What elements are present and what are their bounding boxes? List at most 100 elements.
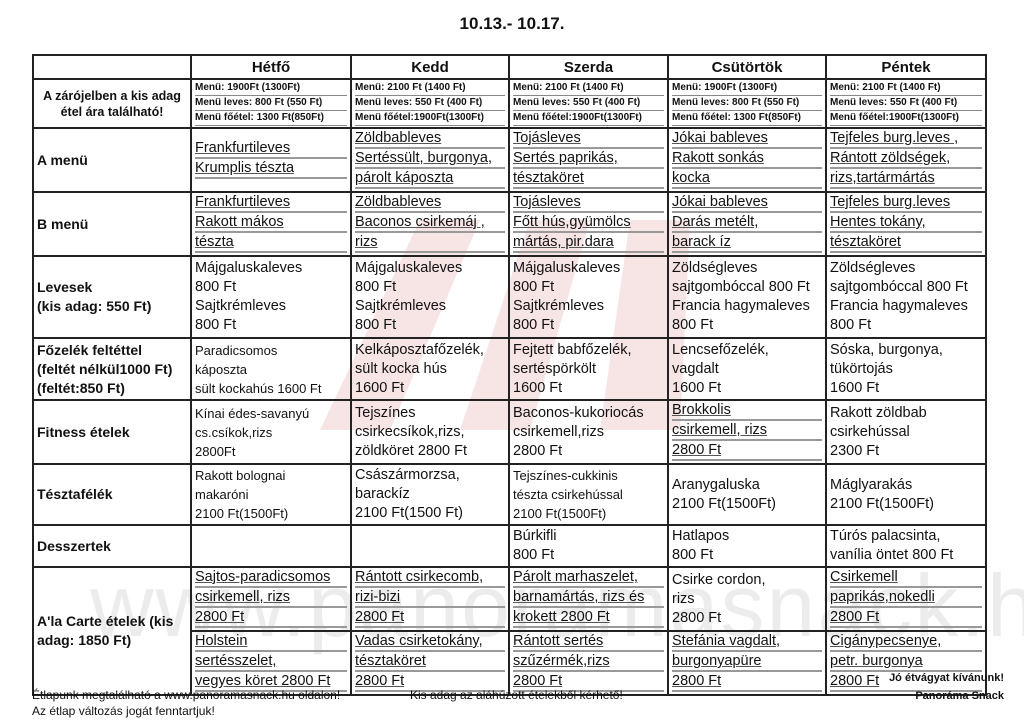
row-label: Tésztafélék: [32, 463, 192, 526]
menu-cell: Holstein sertésszelet, vegyes köret 2800 F…: [190, 630, 352, 696]
menu-cell: Tejszínes csirkecsíkok,rizs, zöldköret 280…: [350, 399, 510, 465]
menu-cell: Túrós palacsinta, vanília öntet 800 Ft: [825, 524, 987, 568]
text-line: 800 Ft: [672, 317, 714, 333]
menu-cell: Kelkáposztafőzelék, sült kocka hús 1600 Ft: [350, 337, 510, 401]
text-line: 800 Ft: [195, 317, 237, 333]
text-line: sertéspörkölt: [513, 360, 597, 377]
price-info-cell: Menü: 1900Ft (1300Ft) Menü leves: 800 Ft …: [667, 78, 827, 129]
text-line: Menü: 2100 Ft (1400 Ft): [513, 81, 664, 96]
page-title: 10.13.- 10.17.: [459, 14, 565, 33]
text-line: Menü leves: 800 Ft (550 Ft): [672, 96, 822, 111]
text-line: Desszertek: [37, 537, 111, 554]
text-line: Tejfeles burg.leves: [830, 194, 982, 213]
text-line: Rántott sertés: [513, 633, 664, 652]
alacarte-row: A'la Carte ételek (kis adag: 1850 Ft) Sajt…: [32, 566, 987, 696]
brand-name: Panoráma Snack: [915, 690, 1004, 702]
text-line: Menü főétel:1900Ft(1300Ft): [830, 111, 982, 126]
text-line: Főtt hús,gyümölcs: [513, 214, 664, 233]
menu-cell: Búrkifli 800 Ft: [508, 524, 669, 568]
price-info-row: A zárójelben a kis adag étel ára találhat…: [32, 78, 987, 129]
text-line: 2800 Ft: [830, 609, 982, 628]
text-line: Sajtkrémleves: [195, 298, 287, 314]
menu-cell: Jókai bableves Darás metélt, barack íz: [667, 191, 827, 257]
text-line: Vadas csirketokány,: [355, 633, 505, 652]
price-info-label: A zárójelben a kis adag étel ára találhat…: [32, 78, 192, 129]
text-line: sült kockahús 1600 Ft: [195, 380, 322, 396]
text-line: krokett 2800 Ft: [513, 609, 664, 628]
text-line: tésztaköret: [355, 653, 505, 672]
text-line: Paradicsomos: [195, 342, 278, 358]
text-line: Zöldbableves: [355, 130, 505, 149]
menu-row: Fitness ételek Kínai édes-savanyú cs.csíko…: [32, 399, 987, 465]
menu-row: Főzelék feltéttel (feltét nélkül1000 Ft) (…: [32, 337, 987, 401]
menu-cell: Tojásleves Főtt hús,gyümölcs mártás, pir.d…: [508, 191, 669, 257]
text-line: 2800 Ft: [355, 609, 505, 628]
text-line: csirkehússal: [830, 423, 910, 440]
text-line: 2800 Ft: [513, 442, 563, 459]
text-line: Főzelék feltéttel: [37, 341, 143, 358]
text-line: Rántott zöldségek,: [830, 150, 982, 169]
alacarte-row: Holstein sertésszelet, vegyes köret 2800 F…: [33, 630, 987, 696]
text-line: 2800 Ft: [672, 609, 722, 626]
text-line: 2800 Ft: [830, 673, 982, 692]
text-line: Sajtkrémleves: [355, 298, 447, 314]
row-label: A menü: [32, 127, 192, 193]
text-line: 800 Ft: [355, 317, 397, 333]
row-label: Főzelék feltéttel (feltét nélkül1000 Ft) (…: [32, 337, 192, 401]
menu-cell: Brokkolis csirkemell, rizs 2800 Ft: [667, 399, 827, 465]
text-line: Csirkemell: [830, 569, 982, 588]
menu-cell: Rántott csirkecomb, rizi-bizi 2800 Ft: [350, 566, 510, 632]
menu-row: Desszertek Búrkifli 800 Ft Hatlapos 800 Ft Tú…: [32, 524, 987, 568]
text-line: sajtgombóccal 800 Ft: [672, 279, 810, 295]
text-line: Frankfurtileves: [195, 194, 347, 213]
text-line: Menü leves: 550 Ft (400 Ft): [513, 96, 664, 111]
text-line: Rakott sonkás: [672, 150, 822, 169]
text-line: Rakott zöldbab: [830, 404, 927, 421]
menu-cell: Frankfurtileves Rakott mákos tészta: [190, 191, 352, 257]
text-line: káposzta: [195, 361, 248, 377]
menu-cell: Májgaluskaleves 800 Ft Sajtkrémleves 800 Ft: [190, 255, 352, 339]
text-line: tészta: [195, 234, 347, 253]
menu-cell: Baconos-kukoriocás csirkemell,rizs 2800 Ft: [508, 399, 669, 465]
text-line: Menü leves: 800 Ft (550 Ft): [195, 96, 347, 111]
menu-row: Levesek (kis adag: 550 Ft) Májgaluskaleves…: [32, 255, 987, 339]
text-line: 2800 Ft: [195, 609, 347, 628]
menu-cell: Fejtett babfőzelék, sertéspörkölt 1600 Ft: [508, 337, 669, 401]
menu-cell: Zöldbableves Baconos csirkemáj , rizs: [350, 191, 510, 257]
text-line: A zárójelben a kis adag: [43, 88, 181, 103]
text-line: 800 Ft: [513, 317, 555, 333]
text-line: csirkecsíkok,rizs,: [355, 423, 465, 440]
text-line: Tejfeles burg.leves ,: [830, 130, 982, 149]
text-line: kocka: [672, 170, 822, 189]
text-line: rizs,tartármártás: [830, 170, 982, 189]
text-line: 800 Ft: [513, 279, 555, 295]
text-line: Menü főétel: 1300 Ft(850Ft): [672, 111, 822, 126]
menu-cell: Stefánia vagdalt, burgonyapüre 2800 Ft: [667, 630, 827, 696]
text-line: sertésszelet,: [195, 653, 347, 672]
menu-cell: Sóska, burgonya, tükörtojás 1600 Ft: [825, 337, 987, 401]
text-line: Kelkáposztafőzelék,: [355, 341, 484, 358]
menu-cell: Paradicsomos káposzta sült kockahús 1600 F…: [190, 337, 352, 401]
text-line: 2800Ft: [195, 443, 236, 459]
text-line: Tojásleves: [513, 194, 664, 213]
text-line: 2800 Ft: [355, 673, 505, 692]
text-line: Levesek: [37, 279, 93, 295]
menu-cell: Lencsefőzelék, vagdalt 1600 Ft: [667, 337, 827, 401]
text-line: vegyes köret 2800 Ft: [195, 673, 347, 692]
text-line: A'la Carte ételek (kis: [37, 613, 174, 629]
text-line: Menü leves: 550 Ft (400 Ft): [830, 96, 982, 111]
menu-cell: Tojásleves Sertés paprikás, tésztaköret: [508, 127, 669, 193]
menu-cell: Tejfeles burg.leves Hentes tokány, tésztak…: [825, 191, 987, 257]
day-header: Csütörtök: [667, 54, 827, 80]
row-label: Desszertek: [32, 524, 192, 568]
text-line: 800 Ft: [355, 279, 397, 295]
text-line: Jókai bableves: [672, 130, 822, 149]
text-line: zöldköret 2800 Ft: [355, 442, 468, 459]
menu-cell: Tejszínes-cukkinis tészta csirkehússal 210…: [508, 463, 669, 526]
text-line: Cigánypecsenye,: [830, 633, 982, 652]
text-line: Rántott csirkecomb,: [355, 569, 505, 588]
menu-cell: Jókai bableves Rakott sonkás kocka: [667, 127, 827, 193]
menu-cell: Rántott sertés szűzérmék,rizs 2800 Ft: [508, 630, 669, 696]
row-label: Fitness ételek: [32, 399, 192, 465]
text-line: 1600 Ft: [830, 379, 880, 396]
